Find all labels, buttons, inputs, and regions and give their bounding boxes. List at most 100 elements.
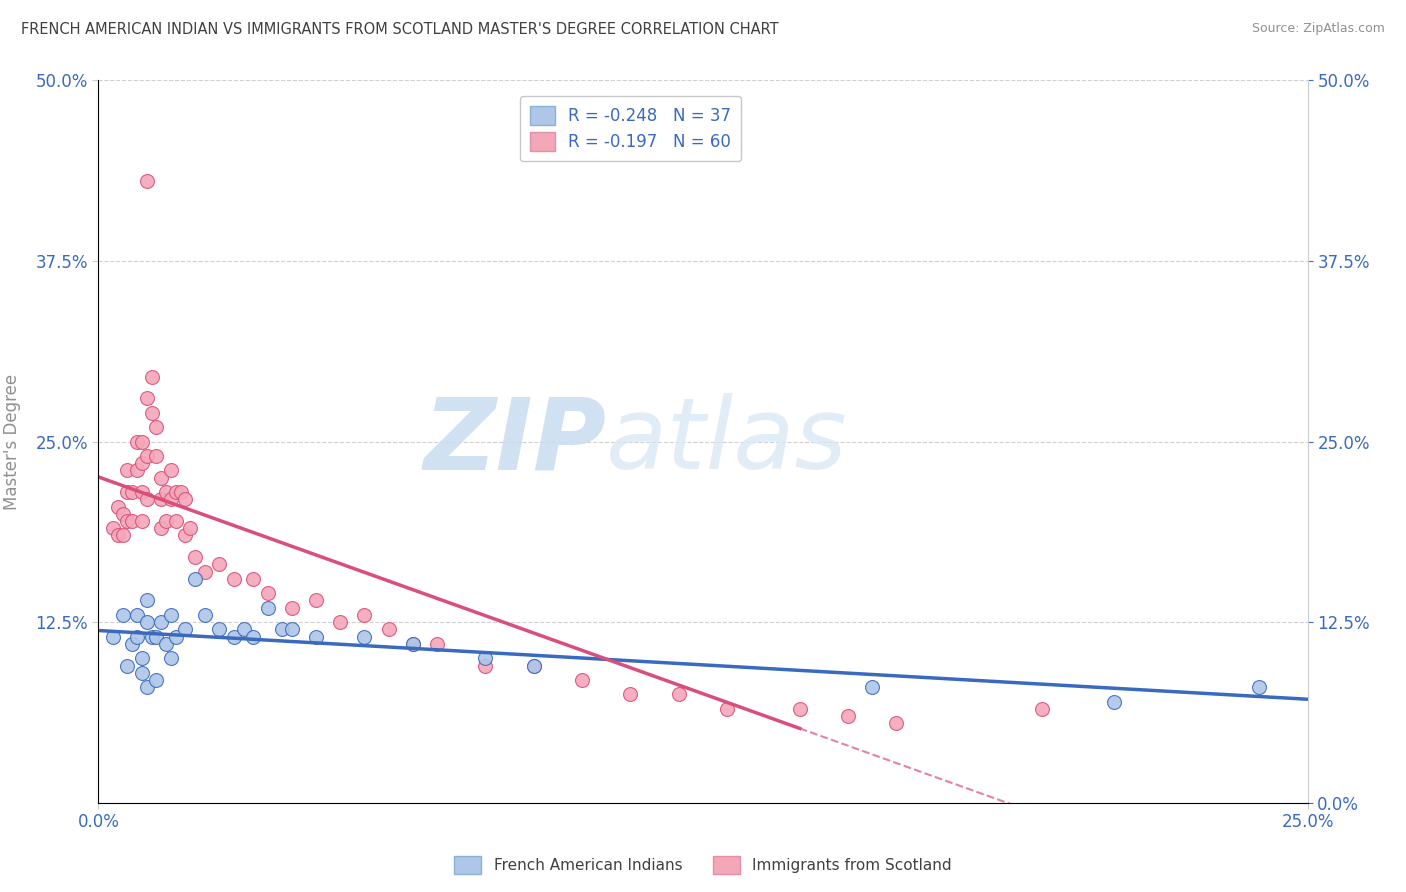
Point <box>426 637 449 651</box>
Point <box>222 630 245 644</box>
Point <box>402 637 425 651</box>
Point <box>184 572 207 586</box>
Point <box>208 558 231 572</box>
Point <box>474 651 496 665</box>
Text: Source: ZipAtlas.com: Source: ZipAtlas.com <box>1251 22 1385 36</box>
Point <box>135 680 157 694</box>
Point <box>135 615 157 630</box>
Point <box>523 658 546 673</box>
Point <box>117 463 139 477</box>
Point <box>150 470 173 484</box>
Point <box>141 630 163 644</box>
Point <box>668 687 690 701</box>
Point <box>131 514 153 528</box>
Point <box>169 485 191 500</box>
Point <box>111 507 134 521</box>
Point <box>789 702 811 716</box>
Point <box>127 630 149 644</box>
Point <box>353 607 375 622</box>
Point <box>716 702 738 716</box>
Point <box>281 623 304 637</box>
Point <box>131 456 153 470</box>
Point <box>127 434 149 449</box>
Point <box>184 550 207 565</box>
Point <box>474 658 496 673</box>
Point <box>523 658 546 673</box>
Point <box>131 651 153 665</box>
Point <box>179 521 201 535</box>
Point <box>131 665 153 680</box>
Point <box>127 463 149 477</box>
Point <box>305 630 328 644</box>
Point <box>305 593 328 607</box>
Point <box>160 463 183 477</box>
Legend: R = -0.248   N = 37, R = -0.197   N = 60: R = -0.248 N = 37, R = -0.197 N = 60 <box>520 95 741 161</box>
Point <box>860 680 883 694</box>
Point <box>1102 695 1125 709</box>
Point <box>135 492 157 507</box>
Point <box>329 615 352 630</box>
Point <box>141 369 163 384</box>
Point <box>111 528 134 542</box>
Point <box>886 716 908 731</box>
Point <box>165 485 187 500</box>
Point <box>131 485 153 500</box>
Point <box>131 434 153 449</box>
Point <box>232 623 254 637</box>
Y-axis label: Master's Degree: Master's Degree <box>3 374 21 509</box>
Point <box>101 521 124 535</box>
Point <box>619 687 641 701</box>
Point <box>160 651 183 665</box>
Point <box>111 607 134 622</box>
Point <box>377 623 399 637</box>
Point <box>121 485 143 500</box>
Point <box>145 449 167 463</box>
Text: FRENCH AMERICAN INDIAN VS IMMIGRANTS FROM SCOTLAND MASTER'S DEGREE CORRELATION C: FRENCH AMERICAN INDIAN VS IMMIGRANTS FRO… <box>21 22 779 37</box>
Text: atlas: atlas <box>606 393 848 490</box>
Point <box>155 485 177 500</box>
Point <box>194 565 217 579</box>
Point <box>160 607 183 622</box>
Text: ZIP: ZIP <box>423 393 606 490</box>
Point <box>150 615 173 630</box>
Point <box>174 528 197 542</box>
Point <box>121 514 143 528</box>
Point <box>127 607 149 622</box>
Point <box>141 406 163 420</box>
Point <box>174 492 197 507</box>
Point <box>150 492 173 507</box>
Point <box>165 630 187 644</box>
Point <box>222 572 245 586</box>
Point <box>256 586 278 600</box>
Point <box>571 673 593 687</box>
Point <box>135 391 157 405</box>
Point <box>135 593 157 607</box>
Point <box>117 485 139 500</box>
Point <box>353 630 375 644</box>
Point <box>208 623 231 637</box>
Point <box>155 514 177 528</box>
Point <box>160 492 183 507</box>
Point <box>117 658 139 673</box>
Point <box>242 630 264 644</box>
Point <box>256 600 278 615</box>
Point <box>155 637 177 651</box>
Point <box>271 623 294 637</box>
Point <box>135 174 157 188</box>
Point <box>150 521 173 535</box>
Point <box>145 630 167 644</box>
Point <box>145 673 167 687</box>
Point <box>165 514 187 528</box>
Point <box>117 514 139 528</box>
Point <box>101 630 124 644</box>
Point <box>145 420 167 434</box>
Point <box>107 500 129 514</box>
Point <box>135 449 157 463</box>
Point <box>1249 680 1271 694</box>
Point <box>281 600 304 615</box>
Point <box>107 528 129 542</box>
Point <box>174 623 197 637</box>
Point <box>837 709 859 723</box>
Point <box>1031 702 1053 716</box>
Point <box>242 572 264 586</box>
